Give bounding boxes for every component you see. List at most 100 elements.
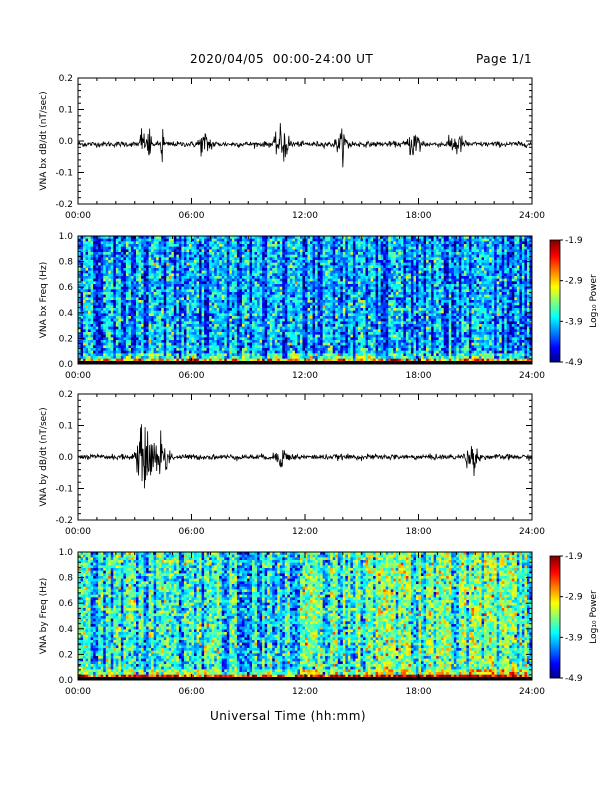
heatmap-cell	[128, 244, 132, 247]
heatmap-cell	[173, 294, 177, 298]
heatmap-cell	[206, 252, 210, 255]
heatmap-cell	[292, 241, 296, 245]
heatmap-cell	[105, 276, 109, 279]
heatmap-cell	[204, 300, 207, 303]
heatmap-cell	[125, 257, 129, 261]
heatmap-cell	[216, 334, 220, 338]
heatmap-cell	[221, 254, 225, 258]
heatmap-cell	[105, 257, 109, 261]
heatmap-cell	[181, 302, 185, 306]
heatmap-cell	[211, 244, 215, 247]
heatmap-cell	[153, 273, 157, 277]
heatmap-cell	[322, 241, 326, 245]
heatmap-cell	[199, 238, 202, 242]
heatmap-cell	[188, 260, 192, 263]
heatmap-cell	[274, 281, 278, 285]
heatmap-cell	[214, 286, 218, 290]
heatmap-cell	[199, 249, 202, 253]
heatmap-cell	[138, 292, 142, 295]
heatmap-cell	[269, 273, 273, 277]
heatmap-cell	[123, 297, 127, 301]
heatmap-cell	[262, 270, 265, 274]
heatmap-cell	[136, 310, 139, 314]
heatmap-cell	[277, 350, 281, 354]
heatmap-cell	[254, 238, 258, 242]
heatmap-cell	[153, 350, 157, 354]
heatmap-cell	[156, 356, 160, 359]
heatmap-cell	[110, 254, 114, 258]
heatmap-cell	[317, 350, 321, 354]
heatmap-cell	[161, 278, 165, 282]
heatmap-cell	[156, 241, 160, 245]
heatmap-cell	[239, 332, 243, 335]
heatmap-cell	[299, 278, 303, 282]
heatmap-cell	[327, 318, 331, 322]
heatmap-cell	[110, 297, 114, 301]
heatmap-cell	[98, 276, 101, 279]
heatmap-cell	[78, 257, 81, 261]
heatmap-cell	[163, 334, 167, 338]
heatmap-cell	[231, 340, 235, 343]
heatmap-cell	[315, 305, 318, 309]
heatmap-cell	[199, 324, 202, 327]
heatmap-cell	[252, 313, 255, 317]
heatmap-cell	[78, 305, 81, 309]
heatmap-cell	[105, 310, 109, 314]
heatmap-cell	[264, 332, 268, 335]
heatmap-cell	[196, 273, 200, 277]
heatmap-cell	[125, 297, 129, 301]
heatmap-cell	[279, 300, 283, 303]
heatmap-cell	[83, 257, 86, 261]
heatmap-cell	[289, 281, 293, 285]
heatmap-cell	[191, 348, 195, 351]
heatmap-cell	[287, 348, 291, 351]
heatmap-cell	[186, 340, 190, 343]
heatmap-cell	[88, 294, 91, 298]
heatmap-cell	[320, 318, 323, 322]
heatmap-cell	[332, 326, 336, 330]
heatmap-cell	[254, 356, 258, 359]
heatmap-cell	[123, 324, 127, 327]
heatmap-cell	[317, 334, 321, 338]
heatmap-cell	[254, 252, 258, 255]
heatmap-cell	[83, 305, 86, 309]
heatmap-cell	[259, 358, 263, 362]
heatmap-cell	[254, 294, 258, 298]
heatmap-cell	[194, 358, 197, 362]
heatmap-cell	[130, 340, 134, 343]
heatmap-cell	[305, 292, 308, 295]
heatmap-cell	[186, 252, 190, 255]
heatmap-cell	[153, 329, 157, 333]
heatmap-cell	[264, 249, 268, 253]
heatmap-cell	[284, 332, 288, 335]
heatmap-cell	[282, 334, 286, 338]
heatmap-cell	[93, 278, 96, 282]
heatmap-cell	[118, 273, 122, 277]
heatmap-cell	[315, 316, 318, 319]
heatmap-cell	[211, 334, 215, 338]
heatmap-cell	[146, 254, 149, 258]
heatmap-cell	[133, 257, 137, 261]
heatmap-cell	[120, 324, 124, 327]
heatmap-cell	[269, 313, 273, 317]
heatmap-cell	[186, 289, 190, 293]
heatmap-cell	[199, 329, 202, 333]
heatmap-cell	[236, 356, 240, 359]
heatmap-cell	[188, 278, 192, 282]
heatmap-cell	[216, 345, 220, 349]
heatmap-cell	[143, 236, 147, 239]
heatmap-cell	[299, 257, 303, 261]
heatmap-cell	[241, 241, 245, 245]
heatmap-cell	[166, 342, 170, 346]
heatmap-cell	[279, 302, 283, 306]
heatmap-cell	[201, 308, 205, 311]
heatmap-cell	[178, 345, 182, 349]
heatmap-cell	[284, 273, 288, 277]
heatmap-cell	[123, 244, 127, 247]
heatmap-cell	[136, 334, 139, 338]
heatmap-cell	[173, 358, 177, 362]
heatmap-cell	[201, 358, 205, 362]
heatmap-cell	[123, 353, 127, 357]
heatmap-cell	[294, 284, 298, 287]
heatmap-cell	[322, 292, 326, 295]
